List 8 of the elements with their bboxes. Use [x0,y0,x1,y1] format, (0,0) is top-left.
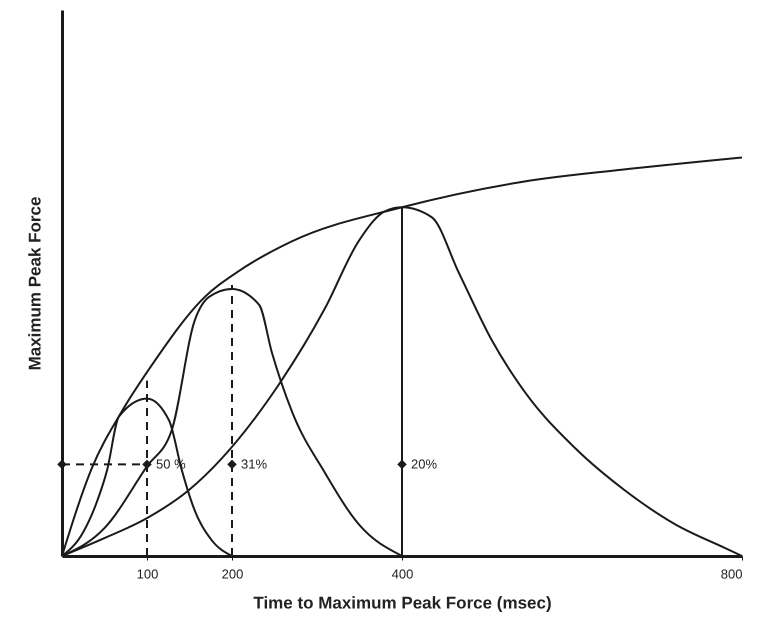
annotation: 31% [241,456,268,472]
x-tick-label: 200 [222,566,244,582]
x-axis-title: Time to Maximum Peak Force (msec) [253,594,552,612]
annotation: 20% [411,456,438,472]
y-axis-title: Maximum Peak Force [26,196,44,370]
x-tick-label: 100 [136,566,158,582]
x-tick-label: 400 [392,566,414,582]
x-tick-label: 800 [720,566,742,582]
